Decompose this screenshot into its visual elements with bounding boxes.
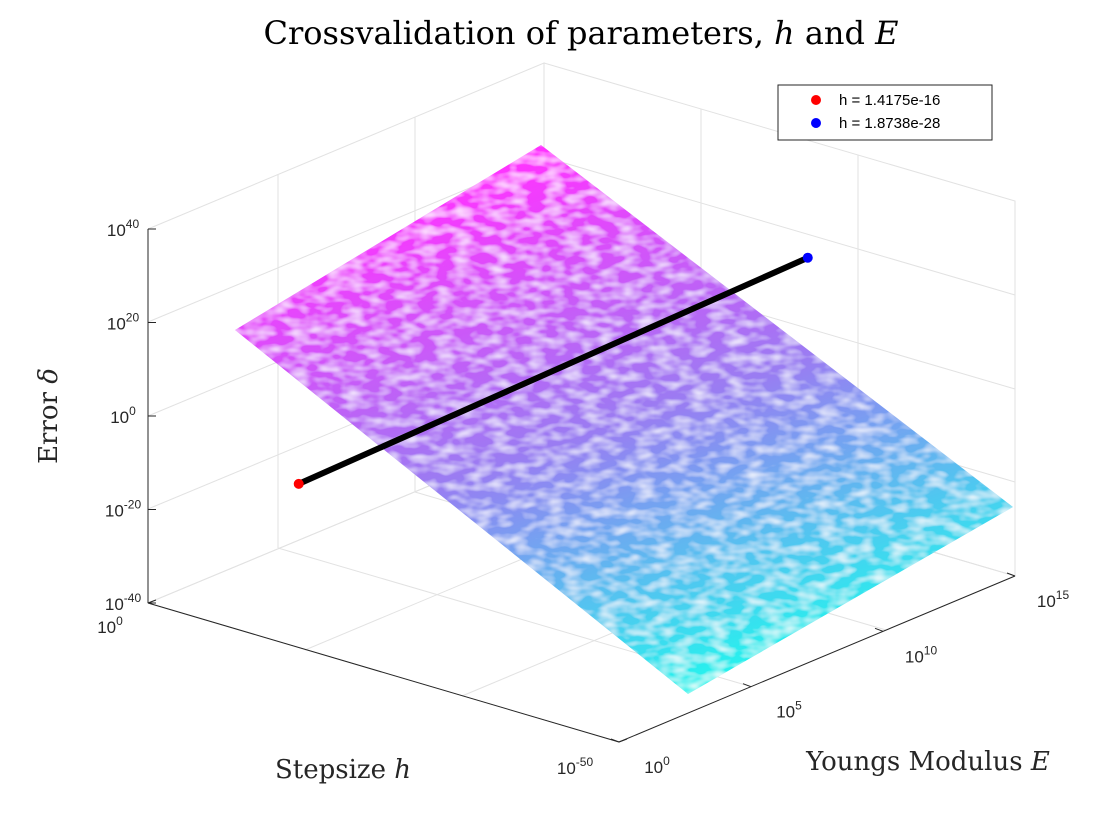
label-part	[516, 14, 526, 52]
x-axis-label: Stepsize h	[275, 755, 411, 785]
x-tick-mark	[618, 738, 628, 743]
optimal-h-line	[295, 254, 811, 487]
series-layer	[293, 252, 813, 489]
marker-2	[802, 252, 813, 263]
label-part: parameters	[567, 14, 754, 52]
legend-box	[777, 84, 993, 141]
y-axis-label: Youngs Modulus E	[805, 747, 1050, 777]
y-tick-label: 105	[776, 699, 802, 722]
label-part	[557, 14, 567, 52]
marker-1	[293, 478, 304, 489]
x-tick-label: 100	[97, 614, 123, 637]
label-part	[900, 747, 908, 777]
y-tick-label-exp: 0	[663, 754, 670, 768]
y-tick-label-exp: 15	[1056, 588, 1070, 602]
label-part: Error	[34, 391, 64, 463]
x-tick-label-exp: -50	[576, 755, 594, 769]
z-tick-label-base: 10	[107, 221, 126, 240]
x-tick-label-base: 10	[97, 618, 116, 637]
label-part: δ	[34, 368, 64, 384]
y-tick-label-exp: 10	[924, 643, 938, 657]
label-part	[34, 384, 64, 392]
z-tick-label-base: 10	[105, 502, 124, 521]
z-tick-label-exp: -20	[124, 498, 142, 512]
label-part: of	[526, 14, 559, 52]
label-part	[764, 14, 774, 52]
z-tick-label-base: 10	[105, 595, 124, 614]
legend-marker	[811, 118, 821, 128]
label-part	[865, 14, 875, 52]
y-tick-label-base: 10	[644, 758, 663, 777]
x-tick-label-base: 10	[557, 759, 576, 778]
title-main: Crossvalidation of parameters, h and E	[263, 14, 898, 52]
z-tick-label: 100	[110, 404, 136, 427]
y-tick-label-exp: 5	[795, 699, 802, 713]
z-tick-label-exp: 40	[126, 217, 140, 231]
y-tick-label-base: 10	[1037, 592, 1056, 611]
label-part: Crossvalidation	[263, 14, 515, 52]
z-tick-label-exp: 20	[126, 311, 140, 325]
chart-title: Crossvalidation of parameters, h and E	[263, 14, 898, 52]
x-tick-label: 10-50	[557, 755, 594, 778]
label-part: Youngs	[805, 747, 900, 777]
z-tick-label: 10-40	[105, 591, 142, 614]
legend-label: h = 1.4175e-16	[839, 92, 940, 109]
error-surface	[235, 145, 1013, 694]
label-part: h	[774, 14, 795, 52]
label-part: ,	[754, 14, 764, 52]
label-part: and	[805, 14, 865, 52]
label-part: h	[394, 755, 411, 785]
y-tick-mark	[1006, 572, 1016, 577]
y-tick-mark	[610, 738, 620, 743]
y-tick-mark	[874, 627, 884, 632]
y-tick-label: 1010	[905, 643, 938, 666]
x-tick-mark	[147, 599, 157, 604]
legend-label: h = 1.8738e-28	[839, 115, 940, 132]
label-part	[386, 755, 394, 785]
y-tick-label-base: 10	[776, 703, 795, 722]
y-tick-label: 1015	[1037, 588, 1070, 611]
legend: h = 1.4175e-16 h = 1.8738e-28	[777, 84, 993, 141]
y-tick-mark	[742, 683, 752, 688]
y-tick-label: 100	[644, 754, 670, 777]
label-part	[795, 14, 805, 52]
legend-marker	[811, 95, 821, 105]
label-part	[1023, 747, 1031, 777]
z-tick-label: 1020	[107, 311, 140, 334]
z-tick-label-base: 10	[107, 315, 126, 334]
z-tick-label: 10-20	[105, 498, 142, 521]
z-tick-label-exp: -40	[124, 591, 142, 605]
label-part: Stepsize	[275, 755, 386, 785]
z-tick-label-base: 10	[110, 408, 129, 427]
label-part: E	[874, 14, 898, 52]
y-tick-label-base: 10	[905, 647, 924, 666]
z-axis-label: Error δ	[34, 368, 64, 464]
label-part: E	[1030, 747, 1050, 777]
z-tick-label: 1040	[107, 217, 140, 240]
label-part: Modulus	[908, 747, 1022, 777]
z-tick-label-exp: 0	[129, 404, 136, 418]
x-tick-label-exp: 0	[116, 614, 123, 628]
